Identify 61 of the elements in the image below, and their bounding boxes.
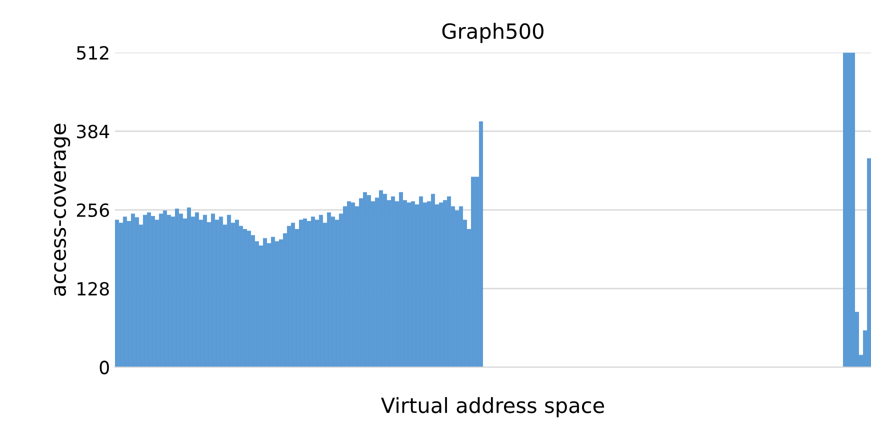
y-tick-label: 256 [76,203,109,218]
bar [134,217,139,368]
y-tick-label: 512 [77,46,108,60]
bar [202,214,207,368]
bar [150,216,155,368]
bar [186,207,191,368]
bar [162,210,167,368]
bar [194,212,199,368]
bar [470,176,475,368]
bar [362,192,367,368]
bar [478,121,483,368]
bar [262,238,267,368]
bar [286,226,291,368]
y-tick-label: 128 [78,282,109,296]
bar [458,206,463,368]
bar [398,192,403,368]
bar [406,202,411,368]
bar [446,196,451,368]
bar [390,196,395,368]
bar [250,235,255,368]
bar [270,236,275,368]
bar [114,220,119,368]
bar [242,228,247,368]
bar [302,218,307,368]
bar [366,195,371,368]
y-tick-label: 0 [100,360,109,374]
bar [350,202,355,368]
y-axis-title: access-coverage [54,124,70,296]
bar [410,201,415,368]
bar [142,214,147,368]
bar [382,194,387,368]
bar [174,208,179,368]
bar [234,220,239,368]
bar [246,230,251,368]
bar [226,214,231,368]
bar [210,214,215,368]
bar [418,196,423,368]
bar [274,241,279,368]
bar [438,202,443,368]
bar [130,214,135,368]
bar [326,212,331,368]
bar [318,214,323,368]
y-tick-label: 384 [77,124,110,138]
bar [330,216,335,368]
bar [158,214,163,368]
bar [122,216,127,368]
x-axis-title: Virtual address space [381,397,604,418]
bar [298,220,303,368]
bar [378,190,383,368]
bar [346,201,351,368]
bar [166,214,171,368]
bar [843,52,847,368]
bar [310,216,315,368]
bar [290,222,295,368]
bar [430,194,435,368]
bar [146,212,151,368]
bar [851,52,855,368]
bar [442,200,447,368]
bar [306,220,311,368]
bar [218,216,223,368]
chart-title: Graph500 [442,22,544,44]
